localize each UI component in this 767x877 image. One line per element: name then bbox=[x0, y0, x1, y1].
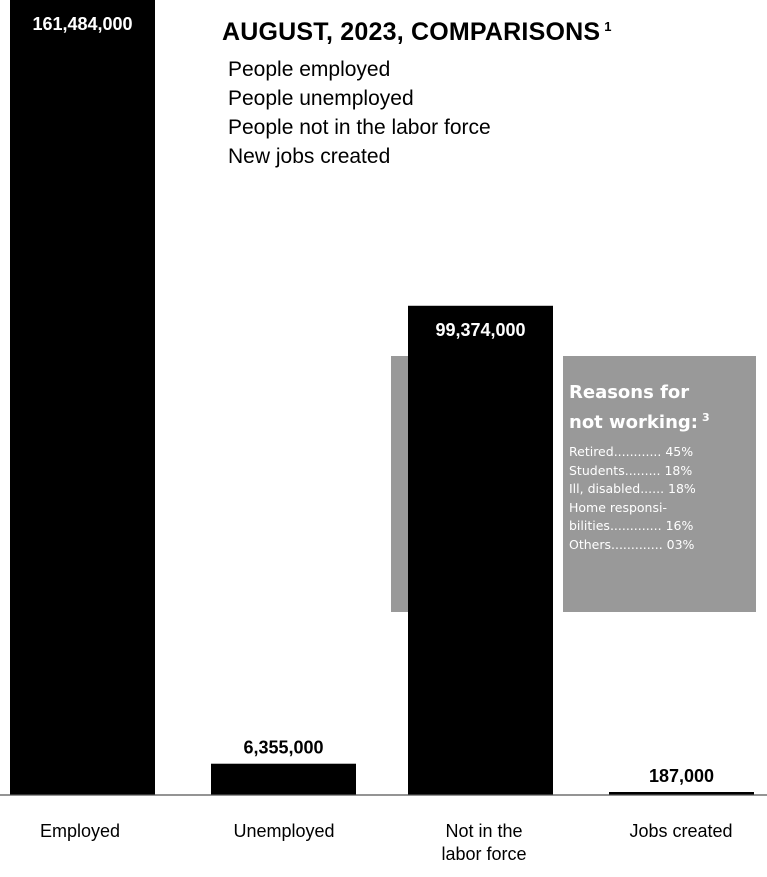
reason-row: Others............. 03% bbox=[569, 536, 695, 552]
bar-value-label: 187,000 bbox=[649, 766, 714, 786]
reasons-panel-right bbox=[563, 356, 756, 612]
reasons-title-line: Reasons for bbox=[569, 382, 690, 403]
subtitle-line: People not in the labor force bbox=[228, 116, 491, 139]
x-category-label: Jobs created bbox=[629, 821, 733, 841]
reason-row: Retired............ 45% bbox=[569, 444, 694, 459]
bar-jobs-created bbox=[609, 792, 754, 795]
reason-row: bilities............. 16% bbox=[569, 518, 694, 533]
reasons-box: Reasons for not working: 3 Retired.......… bbox=[569, 380, 759, 554]
x-category-label: Employed bbox=[39, 821, 121, 841]
reasons-title: Reasons for not working: 3 bbox=[569, 380, 759, 435]
bar-value-label: 99,374,000 bbox=[435, 320, 525, 340]
subtitle-line: People employed bbox=[228, 58, 391, 81]
bar-value-label: 6,355,000 bbox=[243, 738, 323, 758]
chart-title: AUGUST, 2023, COMPARISONS 1 bbox=[222, 18, 612, 46]
subtitle-line: People unemployed bbox=[228, 87, 414, 110]
subtitle-line: New jobs created bbox=[228, 145, 391, 168]
bar-employed bbox=[10, 0, 155, 795]
reasons-title-line: not working: 3 bbox=[569, 411, 710, 433]
bar-unemployed bbox=[211, 763, 356, 795]
reason-row: Ill, disabled...... 18% bbox=[569, 481, 696, 496]
bar-not-in-the-labor-force bbox=[408, 305, 553, 795]
bar-value-label: 161,484,000 bbox=[32, 14, 132, 34]
reasons-panel-left bbox=[391, 356, 411, 612]
x-category-label: Not in the labor force bbox=[441, 821, 527, 864]
reason-row: Students......... 18% bbox=[569, 462, 693, 478]
reasons-footnote-marker: 3 bbox=[701, 411, 710, 424]
x-category-label: Unemployed bbox=[233, 821, 335, 841]
reason-row: Home responsi- bbox=[569, 499, 667, 515]
title-footnote-marker: 1 bbox=[604, 19, 612, 34]
